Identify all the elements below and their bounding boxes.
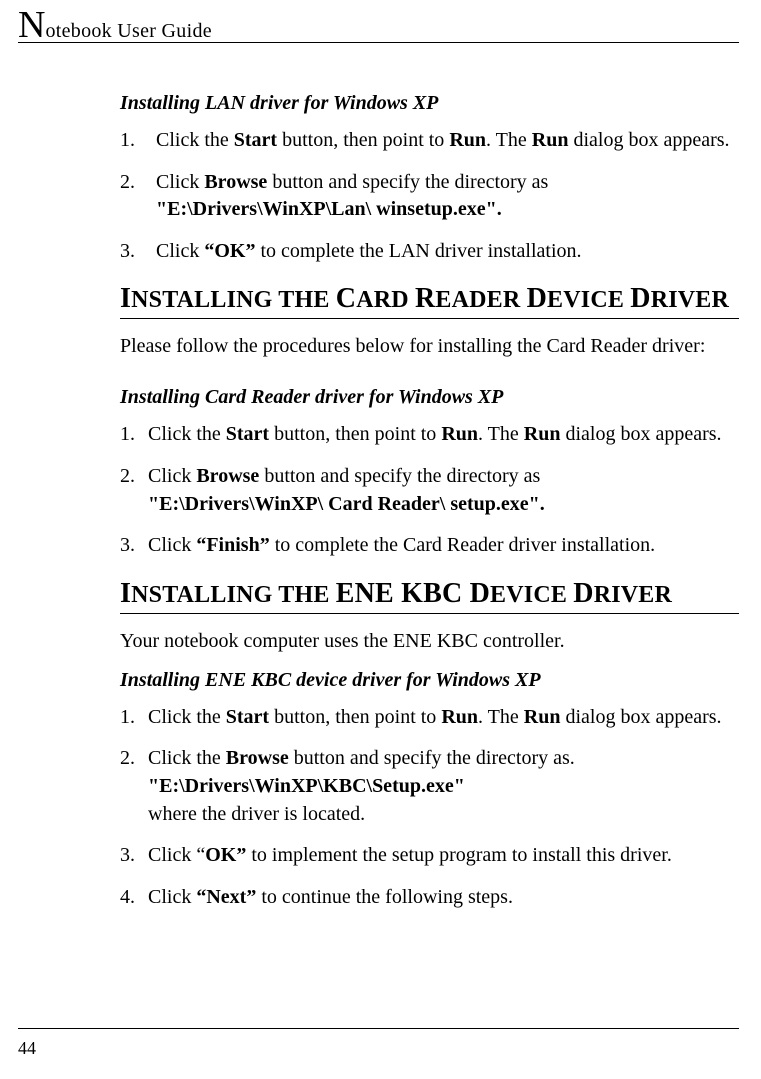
subhead-ene-kbc: Installing ENE KBC device driver for Win… (120, 669, 739, 692)
running-head: Notebook User Guide (18, 6, 212, 44)
page-number: 44 (18, 1038, 36, 1059)
subhead-lan: Installing LAN driver for Windows XP (120, 92, 739, 115)
step: Click the Start button, then point to Ru… (120, 704, 739, 732)
step: Click Browse button and specify the dire… (120, 169, 739, 224)
footer-rule (18, 1028, 739, 1029)
path: "E:\Drivers\WinXP\KBC\Setup.exe" (148, 773, 739, 801)
page-content: Installing LAN driver for Windows XP Cli… (120, 78, 739, 925)
steps-ene-kbc: Click the Start button, then point to Ru… (120, 704, 739, 912)
header-rule (18, 42, 739, 43)
step: Click “Finish” to complete the Card Read… (120, 532, 739, 560)
steps-lan: Click the Start button, then point to Ru… (120, 127, 739, 265)
intro-card-reader: Please follow the procedures below for i… (120, 333, 739, 360)
step: Click the Start button, then point to Ru… (120, 127, 739, 155)
step: Click the Start button, then point to Ru… (120, 421, 739, 449)
step: Click “OK” to implement the setup progra… (120, 842, 739, 870)
step: Click “OK” to complete the LAN driver in… (120, 238, 739, 266)
dropcap: N (18, 4, 45, 46)
heading-card-reader: INSTALLING THE CARD READER DEVICE DRIVER (120, 283, 739, 319)
running-head-text: otebook User Guide (45, 20, 211, 42)
step: Click “Next” to continue the following s… (120, 884, 739, 912)
heading-ene-kbc: INSTALLING THE ENE KBC DEVICE DRIVER (120, 578, 739, 614)
step: Click the Browse button and specify the … (120, 745, 739, 828)
subhead-card-reader: Installing Card Reader driver for Window… (120, 386, 739, 409)
path: "E:\Drivers\WinXP\ Card Reader\ setup.ex… (148, 491, 739, 519)
path: "E:\Drivers\WinXP\Lan\ winsetup.exe". (156, 196, 739, 224)
steps-card-reader: Click the Start button, then point to Ru… (120, 421, 739, 559)
intro-ene-kbc: Your notebook computer uses the ENE KBC … (120, 628, 739, 655)
step: Click Browse button and specify the dire… (120, 463, 739, 518)
